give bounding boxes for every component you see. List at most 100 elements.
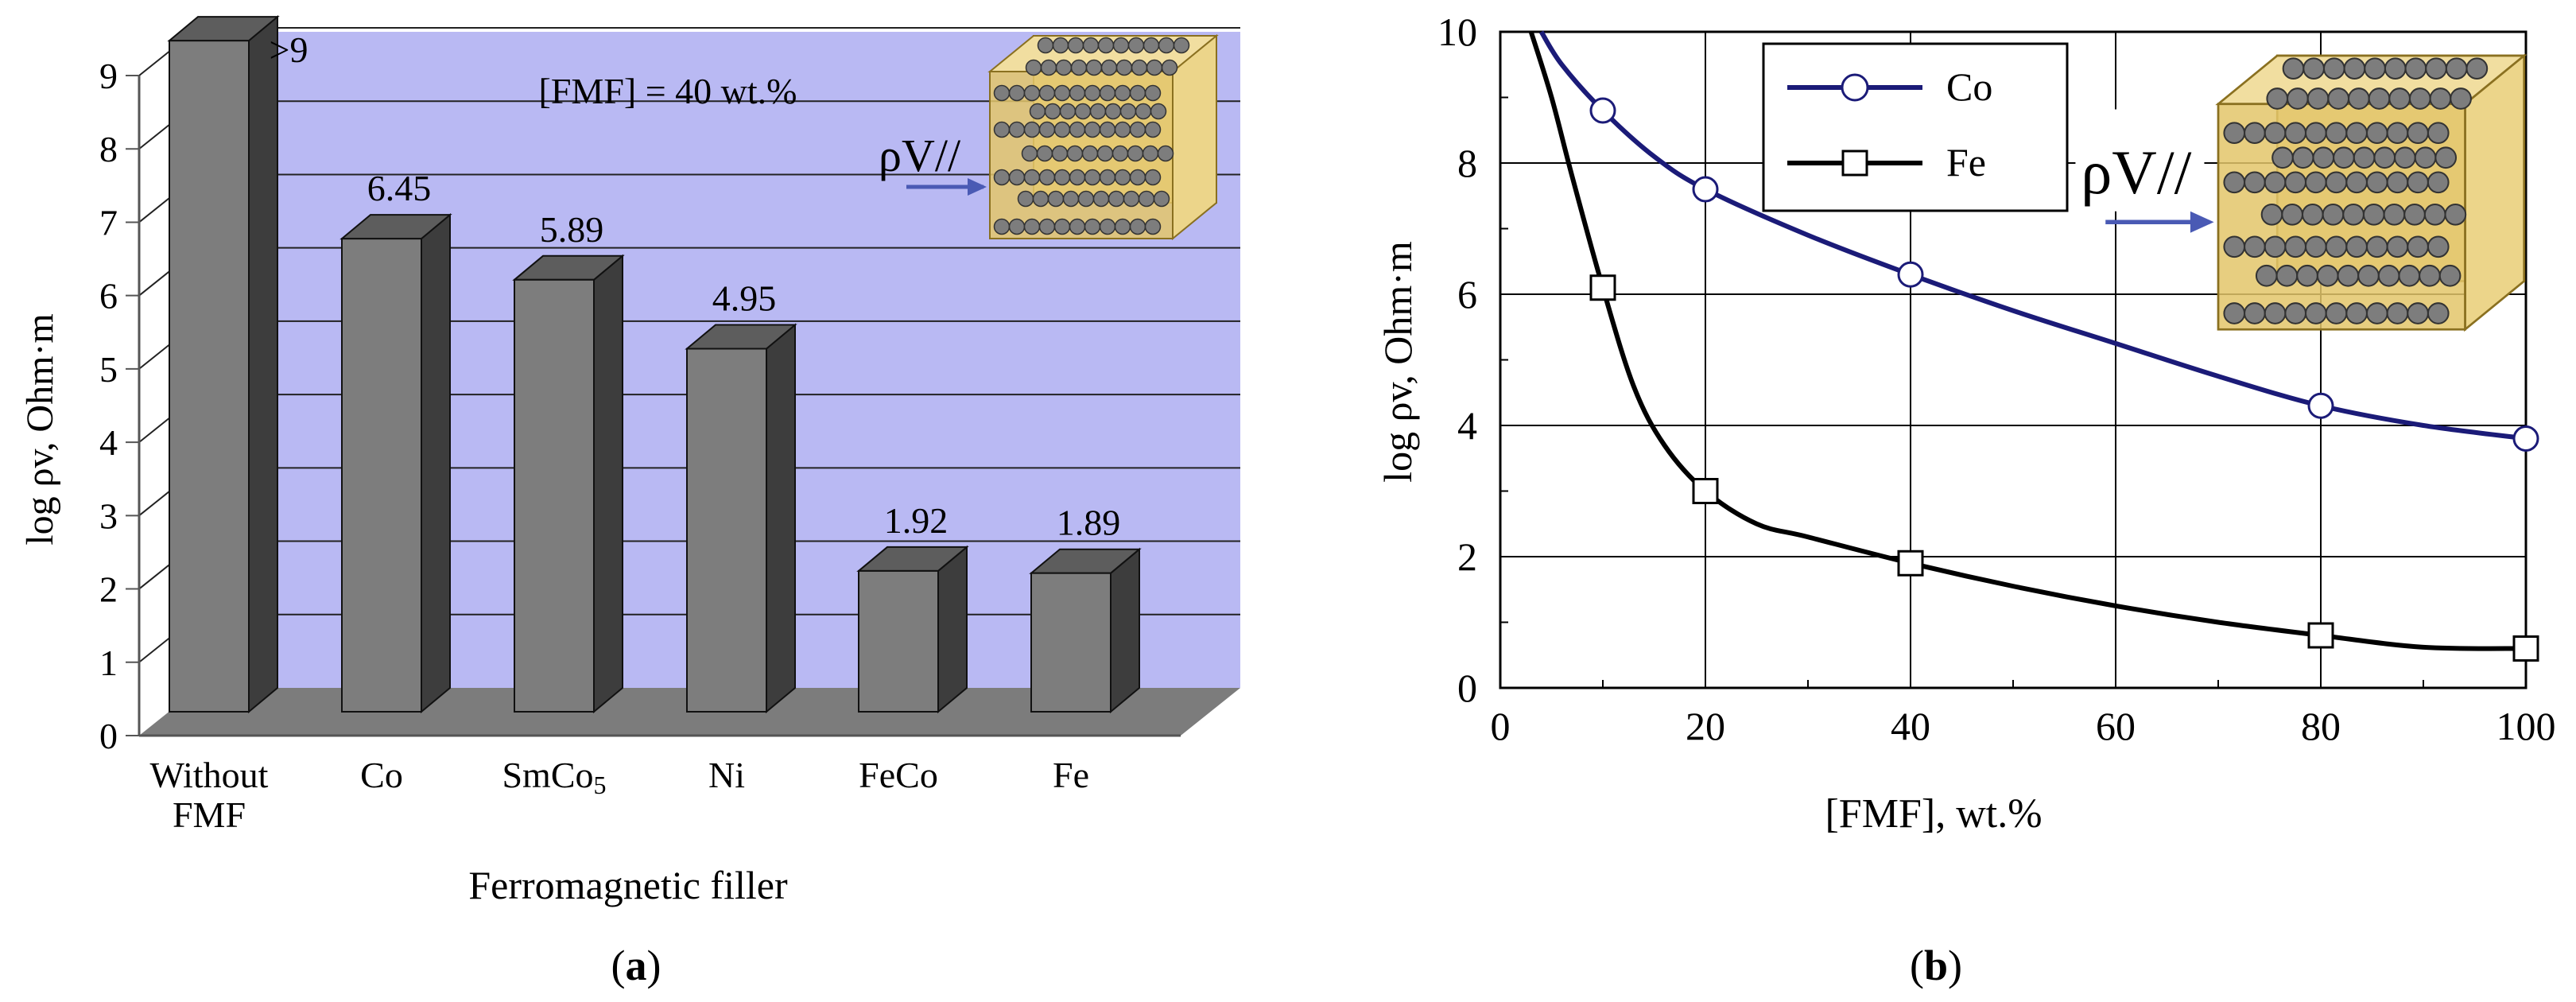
particle bbox=[2305, 302, 2327, 324]
particle bbox=[1114, 218, 1131, 235]
particle bbox=[2266, 87, 2289, 110]
value-label: 1.89 bbox=[1057, 503, 1121, 543]
particle bbox=[1037, 37, 1054, 54]
particle bbox=[2264, 302, 2287, 324]
x-tick-label: 60 bbox=[2096, 704, 2136, 748]
particle bbox=[2386, 235, 2409, 258]
inset-cube-icon: ρV// bbox=[879, 33, 1219, 241]
particle bbox=[2368, 87, 2391, 110]
particle bbox=[1040, 59, 1057, 76]
inset-arrow-head bbox=[2190, 211, 2214, 233]
particle bbox=[1051, 145, 1069, 162]
y-tick-labels: 0 1 2 3 4 5 6 7 8 9 bbox=[99, 56, 139, 756]
particle bbox=[1129, 169, 1146, 186]
particle bbox=[1070, 59, 1088, 76]
particle bbox=[1099, 84, 1116, 102]
y-axis-label: log ρv, Ohm·m bbox=[1375, 241, 1420, 483]
y-tick-label: 3 bbox=[99, 495, 118, 536]
particle bbox=[2386, 122, 2409, 145]
particle bbox=[1144, 169, 1162, 186]
particle bbox=[2407, 122, 2429, 145]
x-tick-label: 80 bbox=[2301, 704, 2341, 748]
particle bbox=[993, 121, 1011, 138]
particle bbox=[1052, 37, 1069, 54]
particle bbox=[2305, 235, 2327, 258]
particle bbox=[2337, 264, 2360, 287]
particle bbox=[1114, 84, 1131, 102]
particle bbox=[2284, 171, 2307, 194]
bar-2 bbox=[512, 254, 625, 714]
particle bbox=[2425, 57, 2447, 80]
particle bbox=[1158, 37, 1175, 54]
series-line-fe bbox=[1528, 31, 2527, 651]
bar-side bbox=[937, 545, 968, 714]
particle bbox=[2244, 302, 2266, 324]
particle bbox=[1069, 169, 1086, 186]
particle bbox=[1069, 218, 1086, 235]
particle bbox=[2348, 87, 2370, 110]
bar-5 bbox=[1029, 547, 1142, 714]
cube-side-face bbox=[1172, 33, 1217, 241]
particle bbox=[2322, 57, 2345, 80]
particle bbox=[1144, 84, 1162, 102]
particle bbox=[2327, 87, 2350, 110]
y-tick-label: 4 bbox=[99, 422, 118, 463]
legend-co-label: Co bbox=[1946, 64, 1992, 109]
cube-art bbox=[987, 33, 1219, 241]
particle bbox=[1038, 84, 1056, 102]
y-tick-label: 2 bbox=[1457, 534, 1477, 579]
particle bbox=[2445, 57, 2468, 80]
bar bbox=[1030, 572, 1111, 713]
particle bbox=[1144, 218, 1162, 235]
particle bbox=[1153, 190, 1170, 208]
bar-chart-panel: 0 1 2 3 4 5 6 7 8 9 >9 6.45 5.89 4.95 1.92 1.89 Withou… bbox=[19, 15, 1240, 907]
particle bbox=[2407, 302, 2429, 324]
particle bbox=[1069, 121, 1086, 138]
particle bbox=[1081, 145, 1099, 162]
category-label: Fe bbox=[1053, 755, 1089, 795]
particle bbox=[1100, 59, 1118, 76]
y-tick-label: 8 bbox=[99, 129, 118, 169]
particle bbox=[1092, 190, 1110, 208]
x-tick-label: 0 bbox=[1491, 704, 1511, 748]
particle bbox=[1084, 84, 1101, 102]
bar-side bbox=[421, 213, 451, 714]
particle bbox=[2271, 146, 2294, 169]
particle bbox=[1017, 190, 1034, 208]
panel-a-caption: (a) bbox=[611, 942, 661, 989]
particle bbox=[2429, 87, 2452, 110]
particle bbox=[1099, 169, 1116, 186]
particle bbox=[1143, 37, 1160, 54]
particle bbox=[1032, 190, 1049, 208]
particle bbox=[2407, 235, 2429, 258]
particle bbox=[1062, 190, 1080, 208]
particle bbox=[2264, 171, 2287, 194]
particle bbox=[2353, 146, 2376, 169]
particle bbox=[1053, 84, 1071, 102]
y-tick-label: 0 bbox=[99, 716, 118, 756]
particle bbox=[2357, 264, 2380, 287]
y-tick-label: 8 bbox=[1457, 141, 1477, 185]
bar-side bbox=[248, 15, 278, 714]
particle bbox=[1047, 190, 1065, 208]
y-tick-label: 2 bbox=[99, 569, 118, 610]
particle bbox=[1059, 103, 1077, 120]
particle bbox=[1055, 59, 1073, 76]
particle bbox=[2362, 203, 2385, 226]
particle bbox=[2403, 203, 2426, 226]
tick-marks bbox=[1499, 31, 2527, 689]
x-tick-label: 20 bbox=[1686, 704, 1725, 748]
category-label: Ni bbox=[708, 755, 745, 795]
y-tick-label: 9 bbox=[99, 56, 118, 96]
legend-box bbox=[1762, 42, 2069, 212]
y-tick-label: 6 bbox=[1457, 272, 1477, 317]
particle bbox=[2282, 57, 2305, 80]
particle bbox=[1108, 190, 1125, 208]
particle bbox=[1023, 169, 1041, 186]
particle bbox=[1114, 169, 1131, 186]
particle bbox=[2305, 171, 2327, 194]
particle bbox=[1023, 84, 1041, 102]
particle bbox=[2398, 264, 2421, 287]
y-tick-label: 1 bbox=[99, 643, 118, 683]
